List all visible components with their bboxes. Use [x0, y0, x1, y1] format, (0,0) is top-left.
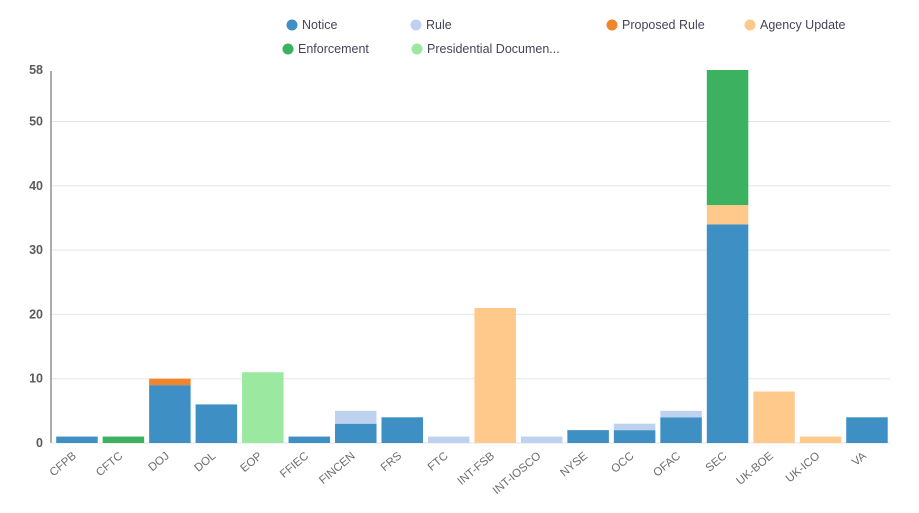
svg-text:40: 40: [29, 179, 43, 193]
svg-text:50: 50: [29, 114, 43, 128]
svg-text:Agency Update: Agency Update: [760, 18, 846, 32]
svg-text:Presidential Documen...: Presidential Documen...: [427, 42, 560, 56]
svg-text:Rule: Rule: [426, 18, 452, 32]
svg-text:0: 0: [36, 436, 43, 450]
svg-text:10: 10: [29, 372, 43, 386]
svg-text:Proposed Rule: Proposed Rule: [622, 18, 705, 32]
svg-text:58: 58: [29, 63, 43, 77]
svg-text:30: 30: [29, 243, 43, 257]
svg-text:Enforcement: Enforcement: [298, 42, 369, 56]
svg-text:20: 20: [29, 307, 43, 321]
svg-text:Notice: Notice: [302, 18, 337, 32]
